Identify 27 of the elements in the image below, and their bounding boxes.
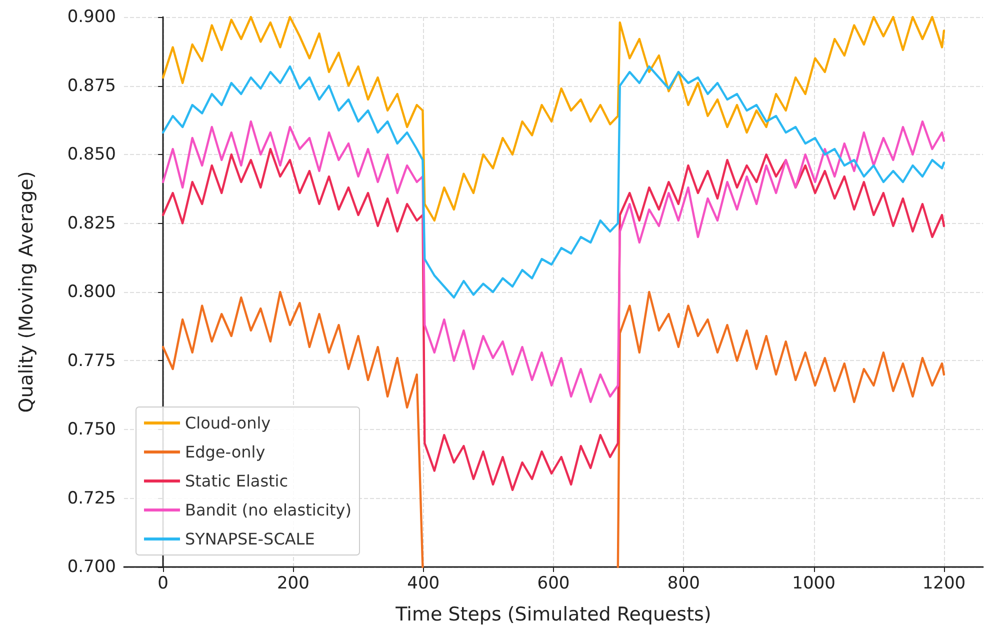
x-tick-label: 400 (407, 574, 440, 594)
y-tick-label: 0.850 (67, 144, 116, 164)
y-tick-label: 0.750 (67, 420, 116, 440)
y-axis-title: Quality (Moving Average) (16, 171, 38, 413)
x-tick-label: 200 (276, 574, 310, 594)
y-tick-label: 0.900 (67, 7, 116, 27)
legend-label: Bandit (no elasticity) (185, 500, 352, 520)
line-series (162, 120, 946, 404)
x-tick-label: 1200 (922, 574, 966, 594)
x-tick-label: 1000 (792, 574, 836, 594)
legend-label: Edge-only (185, 442, 266, 462)
line-series (162, 65, 946, 299)
y-tick-label: 0.725 (67, 488, 116, 508)
x-tick-label: 0 (158, 574, 168, 594)
x-tick-label: 600 (537, 574, 570, 594)
legend-label: Cloud-only (185, 414, 271, 432)
y-tick-label: 0.700 (67, 557, 116, 577)
y-tick-label: 0.875 (67, 76, 116, 96)
line-series (162, 16, 946, 222)
x-axis-title: Time Steps (Simulated Requests) (394, 604, 712, 626)
y-tick-label: 0.825 (67, 213, 116, 234)
y-tick-label: 0.775 (67, 350, 116, 371)
legend-label: SYNAPSE-SCALE (185, 530, 315, 548)
y-tick-label: 0.800 (67, 282, 116, 302)
line-series (162, 148, 946, 492)
x-tick-label: 800 (667, 574, 700, 594)
legend-label: Static Elastic (185, 472, 288, 490)
